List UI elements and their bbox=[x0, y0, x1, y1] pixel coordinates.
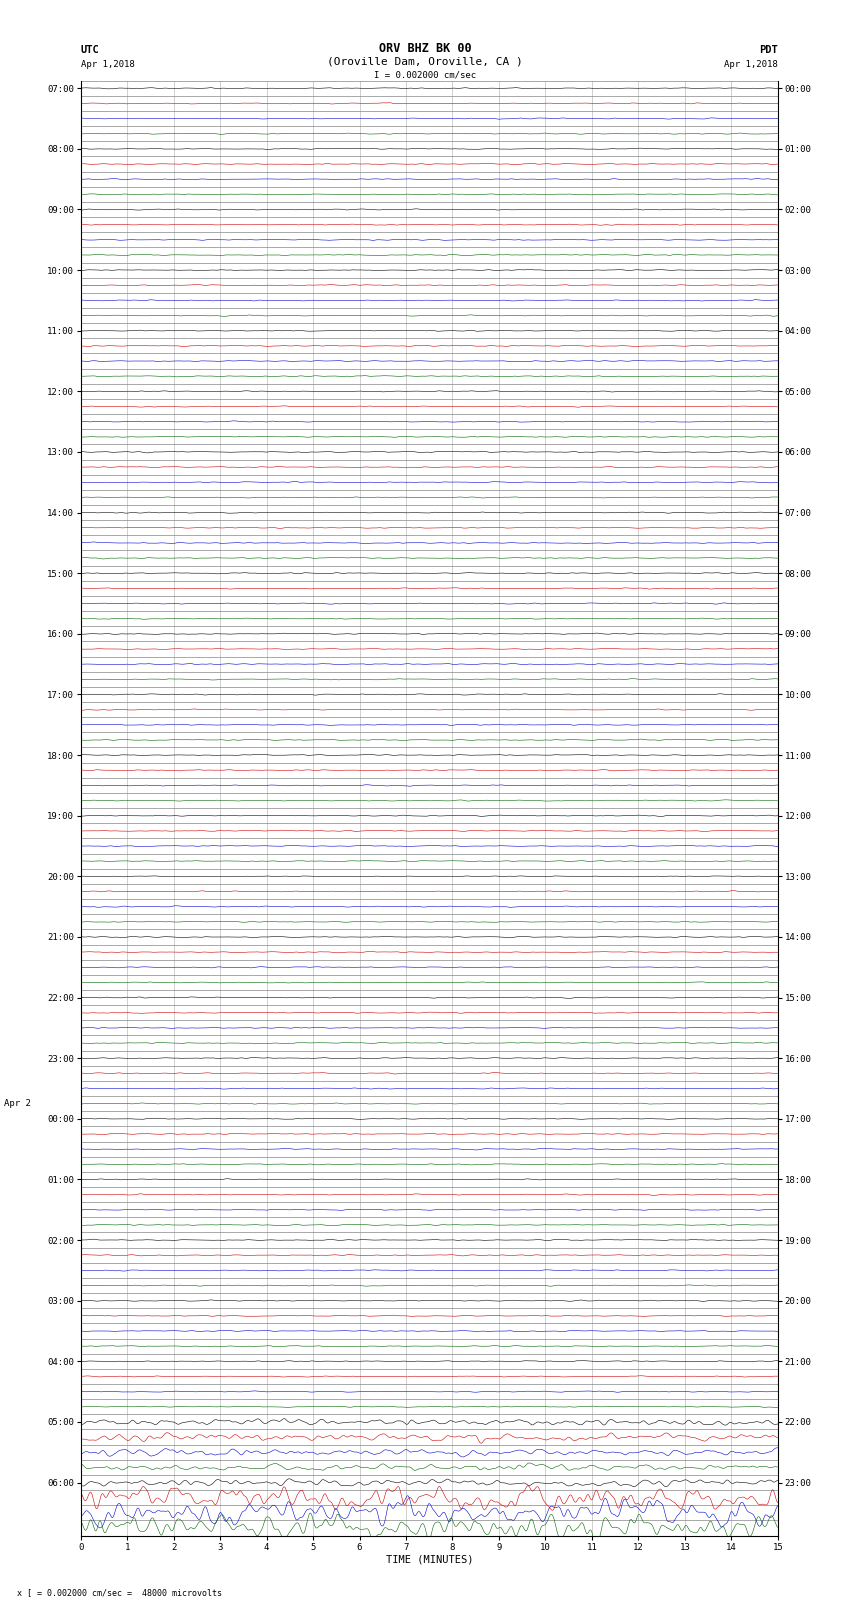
Text: Apr 2: Apr 2 bbox=[4, 1098, 31, 1108]
Text: PDT: PDT bbox=[759, 45, 778, 55]
Text: (Oroville Dam, Oroville, CA ): (Oroville Dam, Oroville, CA ) bbox=[327, 56, 523, 66]
Text: Apr 1,2018: Apr 1,2018 bbox=[724, 60, 778, 69]
Text: ORV BHZ BK 00: ORV BHZ BK 00 bbox=[379, 42, 471, 55]
Text: UTC: UTC bbox=[81, 45, 99, 55]
X-axis label: TIME (MINUTES): TIME (MINUTES) bbox=[386, 1555, 473, 1565]
Text: x [ = 0.002000 cm/sec =  48000 microvolts: x [ = 0.002000 cm/sec = 48000 microvolts bbox=[17, 1587, 222, 1597]
Text: Apr 1,2018: Apr 1,2018 bbox=[81, 60, 134, 69]
Text: I = 0.002000 cm/sec: I = 0.002000 cm/sec bbox=[374, 71, 476, 81]
